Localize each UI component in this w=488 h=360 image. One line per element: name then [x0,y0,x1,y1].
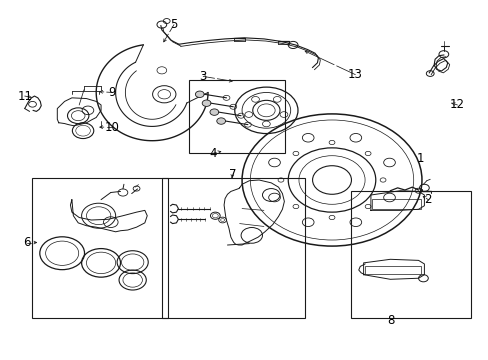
Bar [351,191,469,318]
Bar [372,199,420,209]
Text: 6: 6 [23,236,30,249]
Text: 11: 11 [17,90,32,103]
Circle shape [195,91,203,98]
Text: 4: 4 [209,147,217,160]
Bar [31,178,167,318]
Text: 5: 5 [170,18,177,31]
Text: 10: 10 [104,121,120,134]
Text: 8: 8 [387,314,394,327]
Circle shape [202,100,210,107]
Bar [162,178,305,318]
Text: 13: 13 [347,68,362,81]
Text: 1: 1 [416,152,424,165]
Bar [365,266,420,274]
Text: 3: 3 [199,70,206,83]
Text: 9: 9 [108,86,116,99]
Text: 7: 7 [228,168,236,181]
Text: 12: 12 [449,99,464,112]
Bar [189,80,285,153]
Circle shape [209,109,218,115]
Text: 2: 2 [424,193,431,206]
Circle shape [216,118,225,124]
